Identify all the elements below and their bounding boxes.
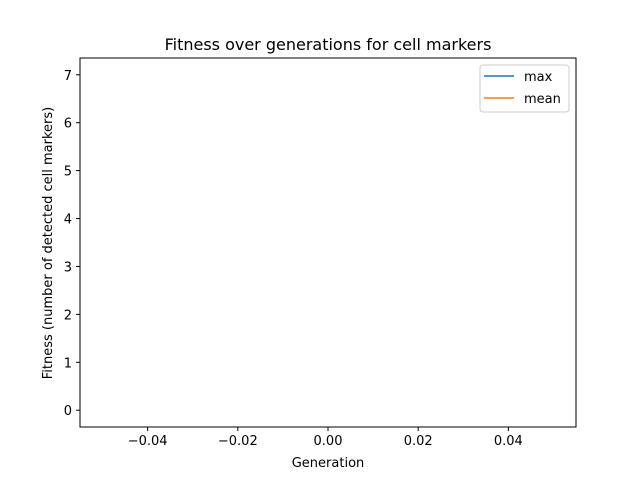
x-tick-label: 0.00 bbox=[314, 434, 343, 449]
y-axis-ticks: 0 1 2 3 4 5 6 7 bbox=[64, 69, 80, 419]
x-axis-ticks: −0.04 −0.02 0.00 0.02 0.04 bbox=[128, 427, 523, 449]
y-tick-label: 4 bbox=[64, 213, 72, 228]
legend-label-mean: mean bbox=[524, 92, 561, 107]
legend: max mean bbox=[479, 64, 570, 113]
y-tick-label: 2 bbox=[64, 308, 72, 323]
y-tick-label: 3 bbox=[64, 260, 72, 275]
plot-frame bbox=[79, 57, 577, 428]
x-axis-label: Generation bbox=[292, 456, 365, 471]
x-tick-label: 0.02 bbox=[404, 434, 433, 449]
x-tick-label: −0.02 bbox=[218, 434, 258, 449]
y-tick-label: 7 bbox=[64, 69, 72, 84]
y-tick-label: 5 bbox=[64, 165, 72, 180]
x-tick-label: 0.04 bbox=[494, 434, 523, 449]
y-tick-label: 6 bbox=[64, 117, 72, 132]
chart-title: Fitness over generations for cell marker… bbox=[165, 35, 492, 54]
y-tick-label: 0 bbox=[64, 404, 72, 419]
legend-label-max: max bbox=[524, 70, 553, 85]
y-axis-label: Fitness (number of detected cell markers… bbox=[41, 107, 56, 379]
y-tick-label: 1 bbox=[64, 356, 72, 371]
x-tick-label: −0.04 bbox=[128, 434, 168, 449]
